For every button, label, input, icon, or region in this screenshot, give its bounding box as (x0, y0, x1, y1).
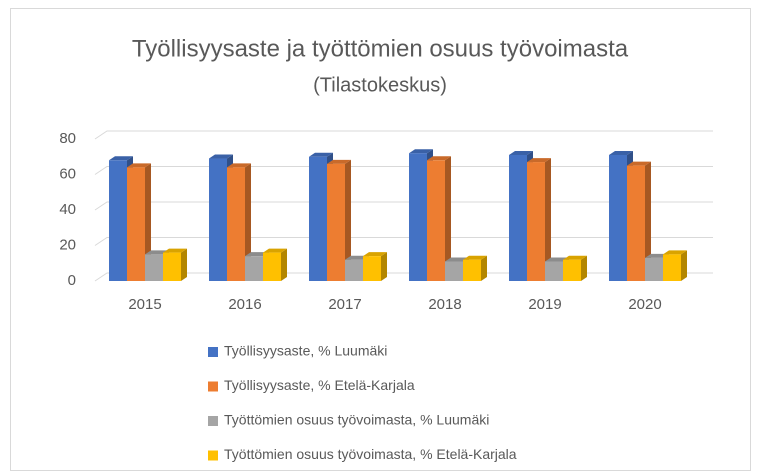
legend-swatch (208, 450, 218, 461)
bar-side (345, 159, 351, 281)
bar-top (427, 156, 451, 161)
y-tick-label: 40 (59, 201, 76, 218)
bar (127, 167, 145, 281)
y-tick-label: 0 (68, 272, 76, 289)
bar (227, 167, 245, 281)
bar (209, 158, 227, 281)
bar-top (509, 150, 533, 155)
bar (463, 259, 481, 281)
bar (527, 162, 545, 281)
x-tick-label: 2017 (328, 296, 361, 313)
x-tick-label: 2019 (528, 296, 561, 313)
bar (263, 252, 281, 281)
legend-swatch (208, 347, 218, 357)
bar-top (409, 149, 433, 154)
bar-top (609, 150, 633, 155)
bar-side (245, 163, 251, 281)
bar-top (163, 248, 187, 253)
bar-side (581, 255, 587, 281)
bar-side (481, 255, 487, 281)
bar-top (527, 158, 551, 163)
bar-top (363, 252, 387, 257)
grid-line (94, 130, 713, 140)
x-tick-label: 2020 (628, 296, 661, 313)
y-tick-label: 60 (59, 165, 76, 182)
bar-top (309, 152, 333, 157)
bar (109, 160, 127, 281)
legend-label: Työllisyysaste, % Etelä-Karjala (224, 377, 415, 393)
bar (363, 256, 381, 281)
bar (409, 153, 427, 281)
bar (609, 154, 627, 281)
legend-label: Työttömien osuus työvoimasta, % Etelä-Ka… (224, 446, 517, 462)
bar-top (663, 250, 687, 255)
bar (509, 154, 527, 281)
x-tick-label: 2015 (128, 296, 161, 313)
bar-side (681, 250, 687, 281)
bar-top (327, 159, 351, 164)
bar-top (263, 248, 287, 253)
bar (163, 252, 181, 281)
bar (245, 256, 263, 281)
chart-title: Työllisyysaste ja työttömien osuus työvo… (132, 35, 629, 62)
bar (427, 160, 445, 281)
x-tick-label: 2018 (428, 296, 461, 313)
x-tick-label: 2016 (228, 296, 261, 313)
bar-top (127, 163, 151, 168)
bar (309, 156, 327, 281)
legend-label: Työttömien osuus työvoimasta, % Luumäki (224, 412, 489, 428)
bar-side (445, 156, 451, 281)
bar (663, 254, 681, 281)
bar (327, 163, 345, 281)
bar (545, 261, 563, 281)
bar-side (645, 161, 651, 281)
bar (145, 254, 163, 281)
legend-swatch (208, 381, 218, 392)
y-tick-label: 80 (59, 130, 76, 147)
bar-top (209, 154, 233, 159)
bar-top (463, 255, 487, 260)
legend-label: Työllisyysaste, % Luumäki (224, 343, 387, 359)
bar-top (109, 156, 133, 161)
bar-top (227, 163, 251, 168)
chart-subtitle: (Tilastokeskus) (313, 74, 447, 96)
bar-side (545, 158, 551, 281)
bar-side (381, 252, 387, 281)
bar (445, 261, 463, 281)
bar (645, 257, 663, 281)
legend-swatch (208, 416, 218, 426)
bar-side (181, 248, 187, 281)
bar-top (563, 255, 587, 260)
bar (563, 259, 581, 281)
y-tick-label: 20 (59, 236, 76, 253)
bar-top (627, 161, 651, 166)
bar (345, 259, 363, 281)
bar-side (281, 248, 287, 281)
bar (627, 165, 645, 281)
